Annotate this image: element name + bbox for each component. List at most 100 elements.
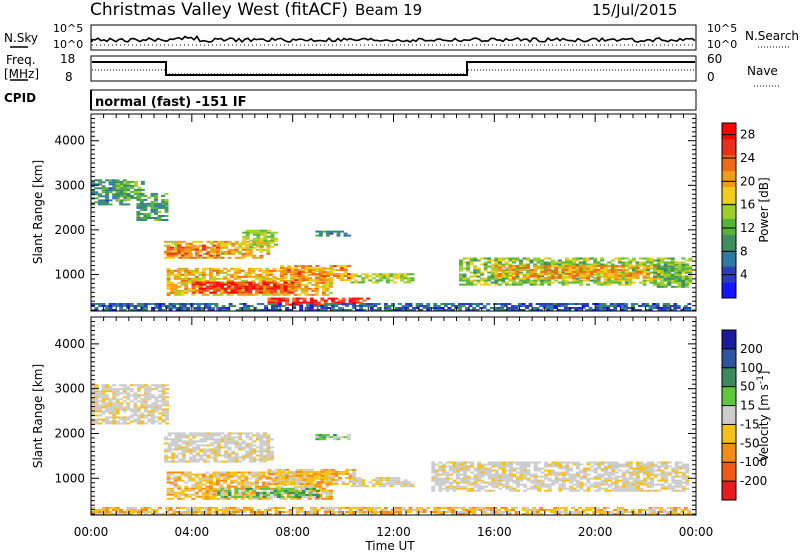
heatmap-cell [201, 275, 206, 278]
heatmap-cell [542, 303, 547, 305]
heatmap-cell [228, 511, 233, 513]
heatmap-cell [180, 493, 185, 496]
heatmap-cell [596, 281, 601, 284]
heatmap-cell [238, 252, 243, 255]
heatmap-cell [212, 275, 217, 278]
heatmap-cell [515, 281, 520, 284]
heatmap-cell [348, 299, 353, 302]
heatmap-cell [212, 475, 217, 478]
heatmap-cell [470, 461, 474, 464]
heatmap-cell [173, 471, 178, 474]
heatmap-cell [299, 307, 304, 309]
heatmap-cell [219, 289, 224, 292]
heatmap-cell [227, 448, 232, 451]
heatmap-cell [340, 436, 344, 439]
heatmap-cell [234, 256, 239, 259]
heatmap-cell [161, 384, 166, 387]
heatmap-cell [314, 289, 319, 292]
heatmap-cell [663, 271, 668, 274]
heatmap-cell [299, 470, 304, 473]
heatmap-cell [306, 307, 311, 309]
heatmap-cell [164, 448, 168, 451]
heatmap-cell [173, 285, 178, 288]
heatmap-cell [325, 479, 330, 482]
heatmap-cell [290, 269, 295, 272]
heatmap-cell [494, 264, 499, 267]
heatmap-cell [154, 305, 159, 307]
heatmap-cell [158, 384, 162, 387]
heatmap-cell [308, 279, 313, 282]
heatmap-cell [666, 309, 671, 311]
heatmap-cell [614, 257, 619, 260]
heatmap-cell [210, 432, 214, 435]
heatmap-cell [348, 309, 353, 311]
heatmap-cell [219, 471, 224, 474]
heatmap-cell [593, 257, 598, 260]
heatmap-cell [655, 303, 660, 305]
heatmap-cell [632, 270, 636, 273]
heatmap-cell [262, 248, 267, 251]
heatmap-cell [301, 487, 306, 490]
heatmap-cell [333, 438, 337, 441]
heatmap-cell [91, 185, 95, 188]
heatmap-cell [564, 264, 569, 267]
heatmap-cell [161, 404, 166, 407]
heatmap-cell [184, 471, 189, 474]
heatmap-cell [616, 303, 621, 305]
heatmap-cell [185, 440, 190, 443]
heatmap-cell [203, 307, 208, 309]
heatmap-cell [101, 191, 106, 194]
heatmap-cell [245, 454, 250, 457]
heatmap-cell [157, 215, 162, 217]
heatmap-cell [209, 250, 213, 253]
heatmap-cell [338, 472, 342, 475]
heatmap-cell [301, 277, 306, 280]
heatmap-cell [663, 283, 668, 286]
heatmap-cell [519, 261, 523, 264]
heatmap-cell [158, 412, 162, 415]
heatmap-cell [572, 279, 576, 282]
heatmap-cell [274, 297, 279, 300]
heatmap-cell [167, 460, 172, 463]
heatmap-cell [161, 303, 166, 305]
heatmap-cell [620, 305, 625, 307]
heatmap-cell [681, 285, 686, 288]
heatmap-cell [252, 233, 257, 236]
heatmap-cell [489, 513, 494, 515]
heatmap-cell [539, 506, 544, 509]
heatmap-cell [400, 273, 404, 276]
heatmap-cell [440, 307, 445, 309]
heatmap-cell [94, 402, 99, 405]
heatmap-cell [129, 394, 134, 397]
heatmap-cell [154, 384, 159, 387]
heatmap-cell [187, 287, 192, 290]
heatmap-cell [646, 270, 650, 273]
heatmap-cell [209, 495, 213, 498]
heatmap-cell [369, 506, 374, 509]
heatmap-cell [158, 305, 162, 307]
heatmap-cell [223, 473, 227, 476]
heatmap-cell [126, 192, 131, 195]
heatmap-cell [660, 283, 665, 286]
heatmap-cell [115, 390, 120, 393]
heatmap-cell [184, 279, 189, 282]
heatmap-cell [212, 497, 217, 500]
heatmap-cell [91, 398, 95, 401]
heatmap-cell [519, 277, 523, 280]
heatmap-cell [224, 242, 228, 245]
heatmap-cell [585, 303, 589, 305]
heatmap-cell [129, 506, 134, 509]
heatmap-cell [242, 506, 247, 509]
heatmap-cell [307, 485, 312, 488]
heatmap-cell [136, 219, 141, 221]
heatmap-cell [170, 254, 175, 257]
heatmap-cell [680, 309, 685, 311]
heatmap-cell [297, 265, 302, 268]
heatmap-cell [582, 257, 587, 260]
heatmap-cell [143, 416, 148, 419]
heatmap-cell [645, 309, 649, 311]
heatmap-cell [115, 388, 120, 391]
heatmap-cell [212, 279, 217, 282]
heatmap-cell [201, 479, 206, 482]
heatmap-cell [504, 283, 509, 286]
